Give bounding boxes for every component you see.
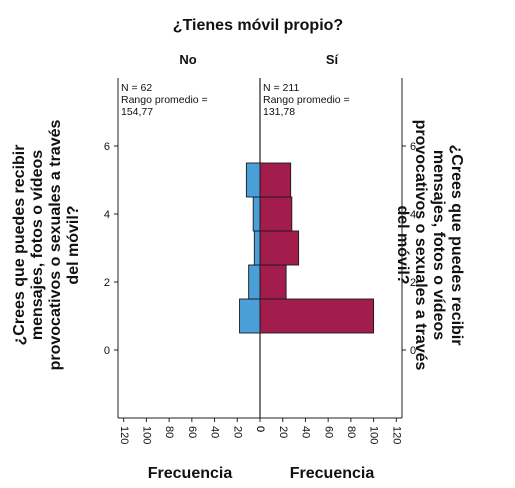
y-tick-label-right: 6 — [410, 141, 416, 153]
y-tick-label-right: 2 — [410, 277, 416, 289]
panel-si-rank-label: Rango promedio = — [263, 94, 350, 106]
panel-no-n: N = 62 — [121, 82, 152, 94]
x-axis-label-right: Frecuencia — [290, 465, 375, 482]
x-tick-label-right: 60 — [322, 426, 334, 438]
x-tick-label-left: 100 — [140, 426, 152, 444]
y-tick-label-right: 4 — [410, 209, 416, 221]
x-tick-label-right: 40 — [300, 426, 312, 438]
x-tick-label-right: 100 — [368, 426, 380, 444]
x-tick-label-left: 120 — [118, 426, 130, 444]
x-tick-label-right: 0 — [254, 426, 266, 432]
chart-title: ¿Tienes móvil propio? — [173, 17, 343, 34]
x-axis-label-left: Frecuencia — [148, 465, 233, 482]
y-tick-label-left: 6 — [104, 141, 110, 153]
x-tick-label-left: 20 — [231, 426, 243, 438]
panel-label-no: No — [179, 52, 196, 67]
y-tick-label-left: 2 — [104, 277, 110, 289]
x-tick-label-left: 0 — [254, 426, 266, 432]
y-title-left-line: mensajes, fotos o vídeos — [29, 150, 46, 340]
y-title-right-line: provocativos o sexuales a través — [412, 120, 429, 371]
x-tick-label-right: 20 — [277, 426, 289, 438]
x-tick-label-right: 120 — [390, 426, 402, 444]
histogram-bars — [239, 162, 375, 334]
panel-si-n: N = 211 — [263, 82, 299, 94]
y-title-left-line: provocativos o sexuales a través — [47, 120, 64, 371]
bar-no-2 — [248, 264, 261, 300]
y-tick-label-left: 4 — [104, 209, 110, 221]
bar-no-4 — [252, 196, 261, 232]
y-title-right-line: ¿Crees que puedes recibir — [448, 145, 465, 346]
y-title-right-line: mensajes, fotos o vídeos — [430, 150, 447, 340]
x-tick-label-left: 60 — [186, 426, 198, 438]
bar-si-2 — [259, 264, 287, 300]
panel-no-rank-label: Rango promedio = — [121, 94, 208, 106]
bar-no-1 — [239, 298, 261, 334]
y-tick-label-right: 0 — [410, 345, 416, 357]
bar-si-5 — [259, 162, 292, 198]
x-tick-label-left: 40 — [209, 426, 221, 438]
y-title-left-line: ¿Crees que puedes recibir — [11, 145, 28, 346]
bar-si-4 — [259, 196, 293, 232]
panel-no-rank-value: 154,77 — [121, 106, 153, 118]
y-title-left-line: del móvil? — [65, 205, 82, 284]
x-tick-label-right: 80 — [345, 426, 357, 438]
bar-no-5 — [245, 162, 261, 198]
y-axis-ticks: 0 0 2 2 4 4 6 6 — [104, 141, 416, 357]
bar-no-3 — [253, 230, 261, 266]
y-tick-label-left: 0 — [104, 345, 110, 357]
x-tick-label-left: 80 — [163, 426, 175, 438]
panel-label-si: Sí — [326, 52, 339, 67]
x-axis-ticks: 120 100 80 60 40 20 00 20 40 60 80 100 120 — [118, 418, 402, 444]
bar-si-1 — [259, 298, 375, 334]
panel-si-rank-value: 131,78 — [263, 106, 295, 118]
bar-si-3 — [259, 230, 300, 266]
y-axis-title-left: ¿Crees que puedes recibir mensajes, fotos… — [11, 120, 82, 371]
